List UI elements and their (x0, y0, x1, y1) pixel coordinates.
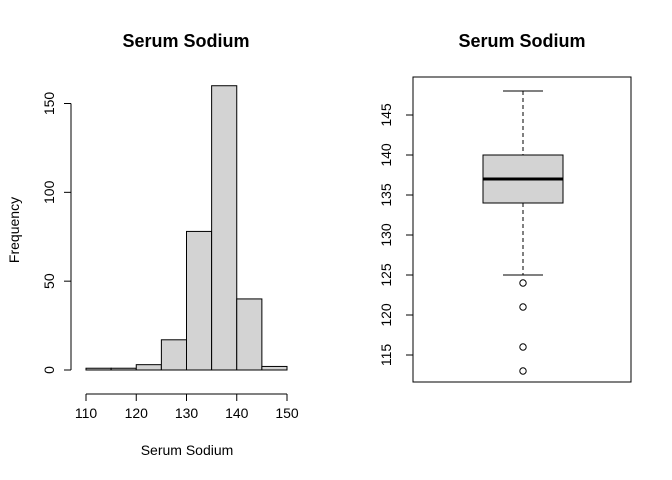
histogram-bar-110-115 (85, 367, 112, 371)
boxplot-outlier (519, 303, 527, 311)
histogram-y-tick-label: 50 (41, 273, 57, 289)
histogram-title: Serum Sodium (122, 31, 249, 51)
boxplot-y-tick-label: 135 (378, 183, 394, 207)
histogram-bar-120-125 (135, 364, 162, 371)
histogram-bar-115-120 (110, 367, 137, 371)
histogram-y-tick-label: 0 (41, 366, 57, 374)
histogram-bar-130-135 (186, 230, 213, 371)
boxplot-y-tick-label: 115 (378, 344, 394, 367)
histogram-bar-135-140 (211, 85, 238, 371)
histogram-y-tick-label: 150 (41, 92, 57, 116)
boxplot-y-tick-label: 125 (378, 263, 394, 287)
boxplot-y-tick-label: 120 (378, 303, 394, 327)
boxplot-panel: Serum Sodium 115 120 125 130 135 140 145 (378, 31, 632, 383)
histogram-x-tick-label: 120 (125, 405, 149, 421)
boxplot-outlier (519, 367, 527, 375)
histogram-x-tick-label: 140 (225, 405, 249, 421)
histogram-x-tick-label: 150 (275, 405, 299, 421)
histogram-panel: Serum Sodium Serum Sodium Frequency 110 1… (6, 31, 299, 458)
histogram-x-tick-label: 130 (175, 405, 199, 421)
histogram-x-axis: 110 120 130 140 150 (75, 393, 299, 421)
histogram-bar-145-150 (261, 365, 288, 371)
histogram-x-tick-label: 110 (75, 405, 98, 421)
histogram-bars (85, 85, 288, 371)
histogram-x-axis-label: Serum Sodium (141, 442, 234, 458)
histogram-y-axis: 0 50 100 150 (41, 92, 72, 374)
boxplot-frame (412, 76, 632, 383)
boxplot-body (482, 90, 564, 375)
boxplot-outlier (519, 343, 527, 351)
boxplot-y-axis: 115 120 125 130 135 140 145 (378, 103, 414, 367)
boxplot-y-tick-label: 145 (378, 103, 394, 127)
boxplot-y-tick-label: 140 (378, 143, 394, 167)
histogram-y-tick-label: 100 (41, 180, 57, 204)
histogram-bar-125-130 (160, 339, 187, 371)
boxplot-outlier (519, 279, 527, 287)
boxplot-y-tick-label: 130 (378, 223, 394, 247)
histogram-bar-140-145 (236, 298, 263, 371)
boxplot-title: Serum Sodium (458, 31, 585, 51)
histogram-y-axis-label: Frequency (6, 197, 22, 263)
